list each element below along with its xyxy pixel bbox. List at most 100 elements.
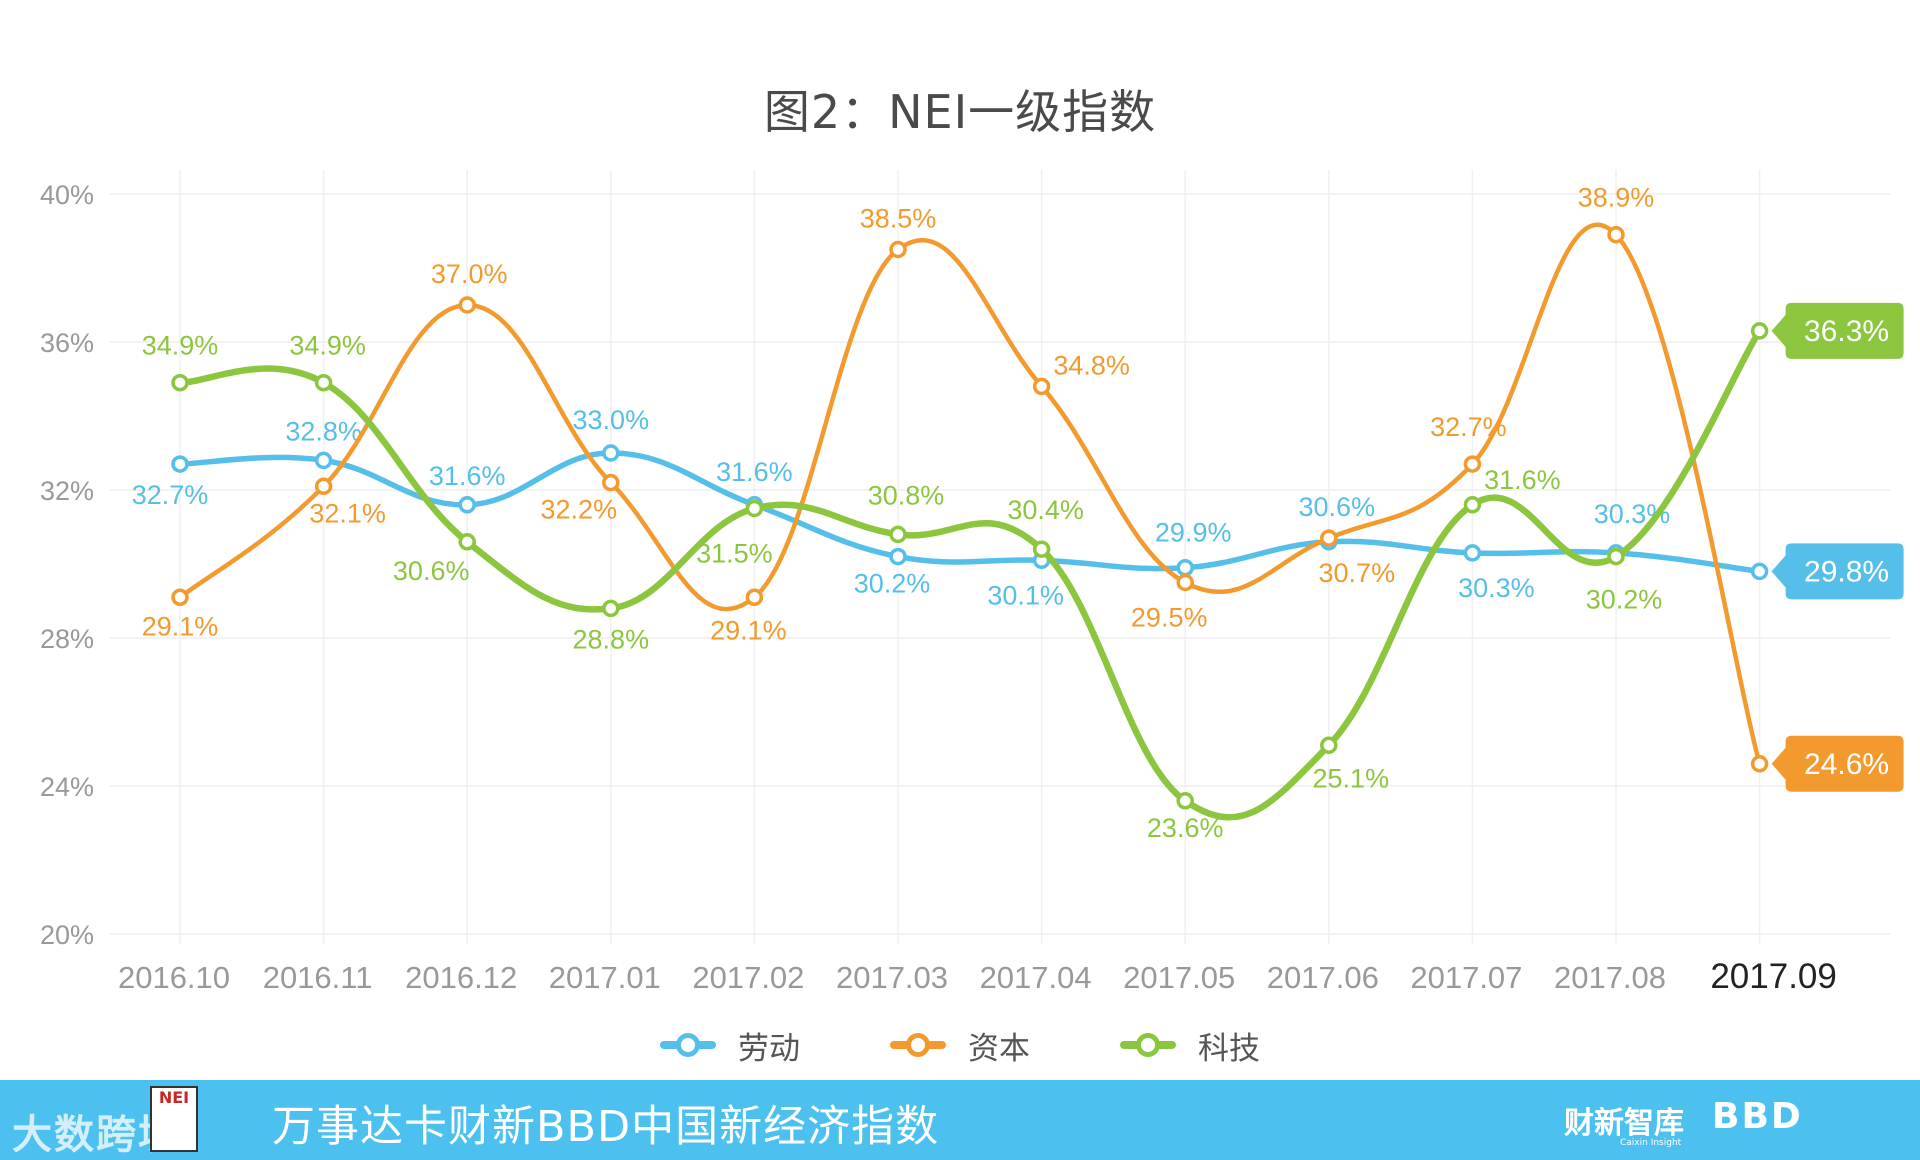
end-value-label: 24.6% [1804,748,1889,781]
data-label: 29.1% [710,615,787,645]
data-point [889,525,907,544]
data-label: 30.7% [1319,558,1396,588]
data-label: 33.0% [573,405,650,435]
data-label: 34.8% [1053,350,1130,380]
data-point [1750,562,1769,581]
data-point [1463,455,1482,473]
footer-title: 万事达卡财新BBD中国新经济指数 [272,1102,940,1152]
y-tick-label: 40% [40,180,94,210]
x-tick-label: 2016.11 [263,960,373,995]
data-point [1320,736,1338,755]
data-point [1750,322,1769,340]
data-point [1176,558,1194,577]
data-label: 31.6% [716,457,793,487]
y-tick-label: 32% [40,476,94,506]
data-label: 31.5% [696,539,773,569]
x-tick-label: 2017.03 [836,960,948,995]
data-point [314,477,333,496]
data-point [745,499,764,518]
data-point [1607,547,1625,566]
data-label: 31.6% [429,461,506,491]
nei-badge-logo: NEI [150,1086,198,1152]
data-point [458,296,476,314]
bbd-logo: BBD [1712,1096,1803,1137]
series-line-0 [177,450,1763,575]
x-tick-label: 2017.06 [1267,960,1379,995]
caixin-insight-subtitle: Caixin Insight [1620,1138,1682,1148]
x-tick-label: 2017.05 [1123,960,1235,995]
chart-area: 图2：NEI一级指数 40% 36% 32% 28% 24% 20% 2016.10 2016… [0,85,1920,1070]
data-label: 32.1% [309,498,386,528]
data-point [1032,540,1051,558]
chart-title: 图2：NEI一级指数 [763,85,1157,139]
data-point [889,240,907,259]
x-tick-label: 2017.08 [1554,960,1666,995]
end-value-label: 36.3% [1804,315,1889,348]
x-tick-label: 2016.10 [118,960,230,995]
data-label: 30.2% [854,569,931,599]
data-point [745,588,764,607]
data-label: 32.7% [1430,412,1507,442]
data-point [602,473,620,492]
y-tick-label: 24% [40,772,94,802]
data-point [1463,496,1482,514]
data-point [171,455,189,473]
end-value-tag [1771,735,1904,792]
data-label: 30.4% [1007,495,1084,525]
data-label: 31.6% [1484,465,1561,495]
data-point [1463,544,1482,562]
data-point [602,599,620,618]
data-point [458,533,476,551]
data-label: 23.6% [1147,813,1224,843]
data-point [314,451,333,470]
data-point [889,547,907,566]
data-point [458,496,476,514]
y-tick-label: 36% [40,328,94,358]
caixin-insight-logo: 财新智库 [1564,1106,1684,1141]
legend-label-technology: 科技 [1198,1030,1260,1067]
data-point [1032,377,1051,396]
data-label: 25.1% [1313,763,1390,793]
y-tick-label: 20% [40,920,94,950]
x-tick-label: 2017.04 [980,960,1092,995]
x-tick-label: 2016.12 [405,960,517,995]
data-point [1750,755,1769,773]
data-label: 32.8% [285,416,362,446]
data-label: 30.1% [987,580,1064,610]
data-label: 30.2% [1586,585,1663,615]
legend: 劳动 资本 科技 [0,1020,1920,1070]
legend-label-capital: 资本 [968,1030,1030,1067]
legend-swatch-labor [660,1033,716,1057]
legend-item-capital[interactable]: 资本 [890,1023,1030,1068]
data-label: 28.8% [573,624,650,654]
x-tick-label: 2017.09 [1710,957,1837,996]
data-label: 30.8% [868,480,945,510]
data-label: 37.0% [431,259,508,289]
data-point [1176,573,1194,592]
footer-banner: 大数跨境 NEI 万事达卡财新BBD中国新经济指数 财新智库 Caixin In… [0,1080,1920,1160]
legend-item-labor[interactable]: 劳动 [660,1023,800,1068]
data-point [171,373,189,392]
data-label: 32.7% [132,480,209,510]
y-tick-label: 28% [40,624,94,654]
data-point [1320,529,1338,547]
end-value-tag [1771,543,1904,600]
data-point [602,444,620,462]
data-label: 30.6% [393,556,470,586]
data-point [1607,225,1625,244]
line-chart: 40% 36% 32% 28% 24% 20% 2016.10 2016.11 2016.12 2… [40,170,1904,996]
data-label: 29.9% [1155,518,1232,548]
legend-swatch-capital [890,1033,946,1057]
data-label: 38.5% [860,204,937,234]
data-label: 32.2% [541,495,618,525]
data-label: 30.6% [1299,492,1376,522]
data-label: 30.3% [1458,573,1535,603]
legend-swatch-technology [1120,1033,1176,1057]
x-tick-label: 2017.01 [549,960,661,995]
data-point [1176,792,1194,810]
legend-label-labor: 劳动 [738,1030,800,1067]
end-value-label: 29.8% [1804,555,1889,588]
legend-item-technology[interactable]: 科技 [1120,1023,1260,1068]
data-point [314,373,333,392]
data-point [171,588,189,607]
